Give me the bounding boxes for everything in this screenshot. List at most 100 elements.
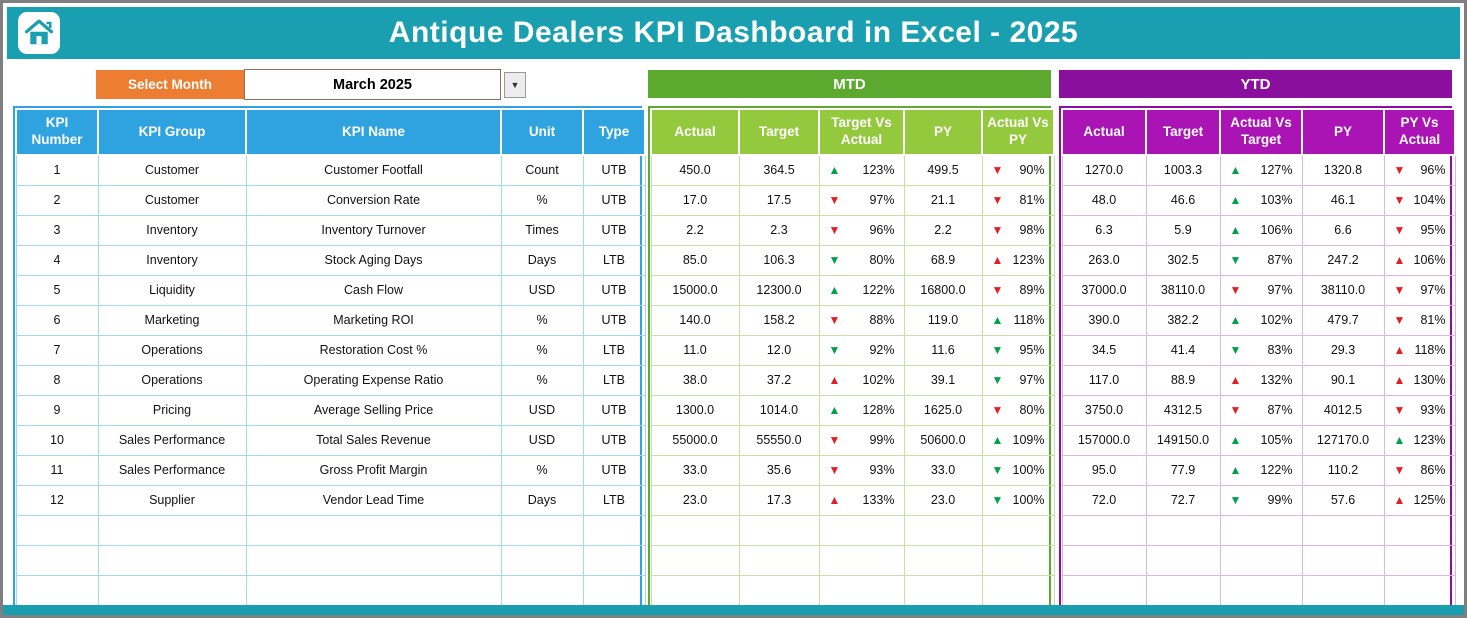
- mtd-target-vs-actual-cell[interactable]: ▼ 80%: [818, 244, 905, 276]
- ytd-actual-vs-target-cell[interactable]: ▲ 102%: [1219, 304, 1303, 336]
- ytd-py-cell[interactable]: 4012.5: [1301, 394, 1385, 426]
- mtd-py-cell[interactable]: 23.0: [903, 484, 983, 516]
- ytd-target-cell[interactable]: 88.9: [1145, 364, 1221, 396]
- ytd-py-cell[interactable]: 247.2: [1301, 244, 1385, 276]
- kpi-type-cell[interactable]: UTB: [582, 154, 646, 186]
- mtd-target-vs-actual-cell[interactable]: ▼ 88%: [818, 304, 905, 336]
- kpi-name-cell[interactable]: Cash Flow: [245, 274, 502, 306]
- empty-cell[interactable]: [97, 514, 247, 546]
- ytd-py-cell[interactable]: 90.1: [1301, 364, 1385, 396]
- ytd-py-cell[interactable]: 110.2: [1301, 454, 1385, 486]
- ytd-actual-cell[interactable]: 72.0: [1061, 484, 1147, 516]
- mtd-actual-vs-py-cell[interactable]: ▼ 97%: [981, 364, 1055, 396]
- kpi-type-cell[interactable]: UTB: [582, 394, 646, 426]
- mtd-target-cell[interactable]: 2.3: [738, 214, 820, 246]
- empty-cell[interactable]: [245, 514, 502, 546]
- empty-cell[interactable]: [1145, 544, 1221, 576]
- kpi-number-cell[interactable]: 12: [15, 484, 99, 516]
- mtd-py-cell[interactable]: 50600.0: [903, 424, 983, 456]
- mtd-target-vs-actual-cell[interactable]: ▼ 93%: [818, 454, 905, 486]
- empty-cell[interactable]: [738, 574, 820, 606]
- empty-cell[interactable]: [903, 514, 983, 546]
- empty-cell[interactable]: [1301, 514, 1385, 546]
- empty-cell[interactable]: [582, 514, 646, 546]
- ytd-target-cell[interactable]: 302.5: [1145, 244, 1221, 276]
- kpi-group-cell[interactable]: Sales Performance: [97, 454, 247, 486]
- ytd-py-vs-actual-cell[interactable]: ▲ 123%: [1383, 424, 1456, 456]
- mtd-actual-cell[interactable]: 23.0: [650, 484, 740, 516]
- empty-cell[interactable]: [245, 574, 502, 606]
- ytd-py-vs-actual-cell[interactable]: ▲ 125%: [1383, 484, 1456, 516]
- month-dropdown-button[interactable]: ▼: [504, 72, 526, 98]
- kpi-type-cell[interactable]: LTB: [582, 484, 646, 516]
- mtd-target-vs-actual-cell[interactable]: ▼ 99%: [818, 424, 905, 456]
- ytd-actual-vs-target-cell[interactable]: ▲ 127%: [1219, 154, 1303, 186]
- empty-cell[interactable]: [15, 574, 99, 606]
- kpi-unit-cell[interactable]: USD: [500, 424, 584, 456]
- empty-cell[interactable]: [650, 574, 740, 606]
- mtd-actual-vs-py-cell[interactable]: ▼ 98%: [981, 214, 1055, 246]
- ytd-actual-cell[interactable]: 3750.0: [1061, 394, 1147, 426]
- mtd-actual-vs-py-cell[interactable]: ▲ 118%: [981, 304, 1055, 336]
- kpi-unit-cell[interactable]: %: [500, 454, 584, 486]
- kpi-name-cell[interactable]: Marketing ROI: [245, 304, 502, 336]
- month-select-value[interactable]: March 2025: [244, 69, 501, 100]
- mtd-target-cell[interactable]: 158.2: [738, 304, 820, 336]
- mtd-py-cell[interactable]: 499.5: [903, 154, 983, 186]
- mtd-actual-vs-py-cell[interactable]: ▼ 100%: [981, 454, 1055, 486]
- ytd-target-cell[interactable]: 46.6: [1145, 184, 1221, 216]
- empty-cell[interactable]: [15, 544, 99, 576]
- mtd-target-cell[interactable]: 1014.0: [738, 394, 820, 426]
- mtd-actual-vs-py-cell[interactable]: ▼ 95%: [981, 334, 1055, 366]
- kpi-group-cell[interactable]: Inventory: [97, 214, 247, 246]
- kpi-group-cell[interactable]: Inventory: [97, 244, 247, 276]
- mtd-py-cell[interactable]: 119.0: [903, 304, 983, 336]
- empty-cell[interactable]: [818, 574, 905, 606]
- kpi-number-cell[interactable]: 9: [15, 394, 99, 426]
- ytd-actual-vs-target-cell[interactable]: ▼ 97%: [1219, 274, 1303, 306]
- kpi-type-cell[interactable]: LTB: [582, 334, 646, 366]
- kpi-group-cell[interactable]: Operations: [97, 334, 247, 366]
- kpi-type-cell[interactable]: UTB: [582, 274, 646, 306]
- ytd-target-cell[interactable]: 1003.3: [1145, 154, 1221, 186]
- empty-cell[interactable]: [650, 514, 740, 546]
- mtd-actual-vs-py-cell[interactable]: ▼ 89%: [981, 274, 1055, 306]
- empty-cell[interactable]: [981, 574, 1055, 606]
- mtd-target-cell[interactable]: 37.2: [738, 364, 820, 396]
- kpi-type-cell[interactable]: UTB: [582, 304, 646, 336]
- kpi-number-cell[interactable]: 7: [15, 334, 99, 366]
- kpi-name-cell[interactable]: Restoration Cost %: [245, 334, 502, 366]
- mtd-target-vs-actual-cell[interactable]: ▲ 123%: [818, 154, 905, 186]
- kpi-name-cell[interactable]: Conversion Rate: [245, 184, 502, 216]
- kpi-type-cell[interactable]: UTB: [582, 424, 646, 456]
- empty-cell[interactable]: [1383, 574, 1456, 606]
- mtd-actual-cell[interactable]: 11.0: [650, 334, 740, 366]
- mtd-actual-cell[interactable]: 85.0: [650, 244, 740, 276]
- kpi-name-cell[interactable]: Stock Aging Days: [245, 244, 502, 276]
- ytd-py-vs-actual-cell[interactable]: ▲ 118%: [1383, 334, 1456, 366]
- mtd-actual-cell[interactable]: 450.0: [650, 154, 740, 186]
- kpi-number-cell[interactable]: 4: [15, 244, 99, 276]
- empty-cell[interactable]: [1061, 544, 1147, 576]
- kpi-number-cell[interactable]: 2: [15, 184, 99, 216]
- ytd-target-cell[interactable]: 382.2: [1145, 304, 1221, 336]
- mtd-actual-vs-py-cell[interactable]: ▼ 100%: [981, 484, 1055, 516]
- mtd-target-vs-actual-cell[interactable]: ▲ 133%: [818, 484, 905, 516]
- empty-cell[interactable]: [97, 544, 247, 576]
- empty-cell[interactable]: [1061, 574, 1147, 606]
- ytd-target-cell[interactable]: 41.4: [1145, 334, 1221, 366]
- ytd-target-cell[interactable]: 5.9: [1145, 214, 1221, 246]
- mtd-target-cell[interactable]: 17.3: [738, 484, 820, 516]
- mtd-target-vs-actual-cell[interactable]: ▼ 97%: [818, 184, 905, 216]
- ytd-py-vs-actual-cell[interactable]: ▲ 130%: [1383, 364, 1456, 396]
- kpi-unit-cell[interactable]: Days: [500, 484, 584, 516]
- empty-cell[interactable]: [500, 544, 584, 576]
- mtd-py-cell[interactable]: 39.1: [903, 364, 983, 396]
- kpi-name-cell[interactable]: Customer Footfall: [245, 154, 502, 186]
- mtd-target-cell[interactable]: 12.0: [738, 334, 820, 366]
- kpi-unit-cell[interactable]: %: [500, 304, 584, 336]
- empty-cell[interactable]: [818, 544, 905, 576]
- ytd-py-cell[interactable]: 57.6: [1301, 484, 1385, 516]
- ytd-py-cell[interactable]: 1320.8: [1301, 154, 1385, 186]
- ytd-py-vs-actual-cell[interactable]: ▼ 93%: [1383, 394, 1456, 426]
